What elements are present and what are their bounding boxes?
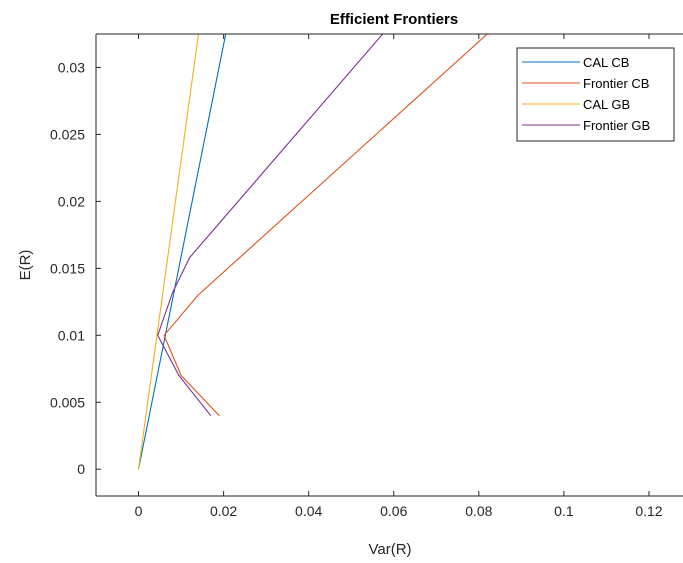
x-tick-label: 0.08 <box>465 503 492 519</box>
series-line-frontier-gb <box>157 34 384 417</box>
chart-title: Efficient Frontiers <box>330 11 458 28</box>
legend-label: CAL GB <box>583 97 630 112</box>
series-line-frontier-cb <box>163 34 488 417</box>
y-tick-label: 0.015 <box>50 260 85 276</box>
legend-label: CAL CB <box>583 55 629 70</box>
x-tick-label: 0.04 <box>295 503 322 519</box>
y-axis-label: E(R) <box>17 250 34 281</box>
x-tick-label: 0 <box>135 503 143 519</box>
y-tick-label: 0.01 <box>58 327 85 343</box>
series-layer <box>137 34 488 470</box>
x-tick-label: 0.12 <box>635 503 662 519</box>
y-tick-label: 0 <box>77 461 85 477</box>
x-tick-label: 0.1 <box>554 503 574 519</box>
x-tick-label: 0.06 <box>380 503 407 519</box>
legend: CAL CB Frontier CB CAL GB Frontier GB <box>516 47 675 142</box>
series-line-cal-gb <box>137 34 200 470</box>
y-tick-label: 0.025 <box>50 126 85 142</box>
y-tick-label: 0.005 <box>50 394 85 410</box>
y-tick-label: 0.02 <box>58 193 85 209</box>
legend-label: Frontier CB <box>583 76 649 91</box>
x-ticks: 0 0.02 0.04 0.06 0.08 0.1 0.12 <box>135 34 663 519</box>
y-ticks: 0 0.005 0.01 0.015 0.02 0.025 0.03 <box>50 59 101 477</box>
axes-layer <box>95 33 683 497</box>
x-axis-label: Var(R) <box>368 541 411 558</box>
x-tick-label: 0.02 <box>210 503 237 519</box>
y-tick-label: 0.03 <box>58 59 85 75</box>
legend-label: Frontier GB <box>583 118 650 133</box>
series-line-cal-cb <box>137 34 227 470</box>
